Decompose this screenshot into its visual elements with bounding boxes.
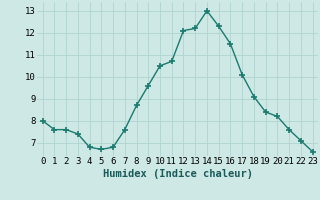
X-axis label: Humidex (Indice chaleur): Humidex (Indice chaleur) (103, 169, 252, 179)
